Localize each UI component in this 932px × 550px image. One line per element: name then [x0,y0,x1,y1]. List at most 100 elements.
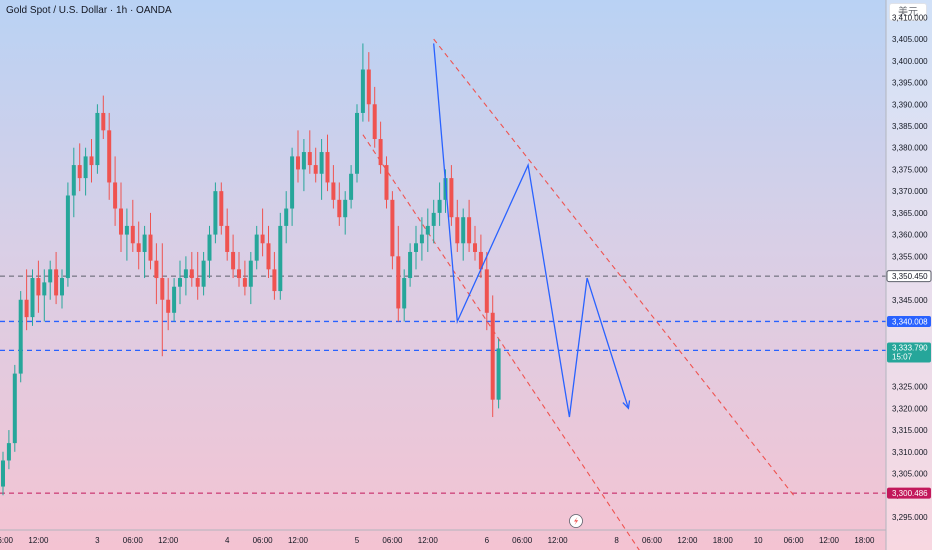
y-tick-label: 3,345.000 [892,296,928,305]
x-tick-label: 12:00 [548,536,569,545]
candle-body [71,165,76,196]
candle-body [183,269,188,279]
candle-body [431,212,436,226]
candle-body [478,251,483,270]
candle [60,269,64,309]
level-tag-bg [886,270,932,283]
candle-body [178,278,182,287]
replay-icon-group [569,514,583,528]
candle-body [384,165,389,200]
x-tick-label: 8 [614,536,619,545]
candle-body [119,208,123,235]
candle-body [437,199,442,213]
y-tick-label: 3,405.000 [892,35,928,44]
candle-body [396,256,401,309]
candle [414,225,418,270]
x-tick-label: 06:00 [0,536,14,545]
candle-body [219,191,224,226]
candle-body [278,225,283,292]
price-tags: 3,350.4503,340.0083,333.3553,300.4863,33… [886,270,932,499]
y-tick-label: 3,365.000 [892,209,928,218]
x-tick-label: 12:00 [158,536,179,545]
candle [455,199,460,252]
y-tick-label: 3,390.000 [892,100,928,109]
candle [231,234,236,279]
candle [372,86,377,148]
candle-body [296,156,300,170]
candle-body [242,278,247,287]
candle [313,147,318,183]
candle-body [254,234,259,261]
candle-body [343,199,348,218]
candle [319,139,324,200]
candle [71,147,76,218]
candle-body [65,195,70,279]
x-tick-label: 06:00 [784,536,805,545]
last-price-text: 3,333.790 [892,343,928,352]
candle-body [307,152,312,166]
candles [1,43,501,496]
candle-body [201,260,206,287]
candle [301,139,306,192]
last-price-tag-bg [887,342,931,363]
candle-body [48,269,53,283]
candle-body [266,243,271,270]
x-tick-label: 06:00 [123,536,144,545]
symbol-title: Gold Spot / U.S. Dollar · 1h · OANDA [6,5,172,16]
y-tick-label: 3,310.000 [892,448,928,457]
x-tick-label: 6 [485,536,490,545]
x-tick-label: 12:00 [418,536,439,545]
candle-body [107,130,112,183]
candle-body [124,225,129,235]
y-tick-label: 3,375.000 [892,165,928,174]
candle [343,191,348,235]
candle-body [231,251,236,270]
candle-body [130,225,135,244]
candle-body [366,69,371,105]
candle-body [95,112,100,166]
level-tag-text: 3,350.450 [892,272,928,281]
candle-body [325,152,330,183]
candle [266,225,271,279]
candle-body [189,269,194,279]
x-tick-label: 12:00 [677,536,698,545]
candle-body [425,225,430,235]
channel-line [433,38,795,496]
candle [366,52,371,122]
candle-body [12,373,17,444]
x-tick-label: 06:00 [253,536,274,545]
candle [42,269,47,322]
x-tick-label: 3 [95,536,100,545]
candle [195,251,200,300]
candle-body [337,199,342,218]
candle-body [467,217,472,244]
candle-body [378,139,383,166]
lightning-glyph [574,517,579,525]
y-tick-label: 3,295.000 [892,513,928,522]
currency-button[interactable]: 美元 [889,3,927,21]
candle-body [349,173,354,200]
y-tick-label: 3,370.000 [892,187,928,196]
y-tick-label: 3,400.000 [892,57,928,66]
candle-body [30,278,35,318]
level-tag-text: 3,300.486 [892,489,928,498]
candle [408,243,413,287]
candle-body [360,69,365,113]
candle [107,112,112,200]
candle-body [414,243,418,252]
candle-body [301,152,306,170]
candle-body [1,460,5,487]
candle [166,278,171,331]
y-tick-label: 3,360.000 [892,231,928,240]
y-tick-label: 3,395.000 [892,79,928,88]
candle [396,225,401,322]
candle-body [372,104,377,140]
candle-body [6,443,11,461]
candle [183,256,188,296]
candle [95,104,100,174]
candle [201,251,206,296]
candle-body [207,234,212,261]
x-tick-label: 06:00 [642,536,663,545]
x-tick-label: 4 [225,536,230,545]
